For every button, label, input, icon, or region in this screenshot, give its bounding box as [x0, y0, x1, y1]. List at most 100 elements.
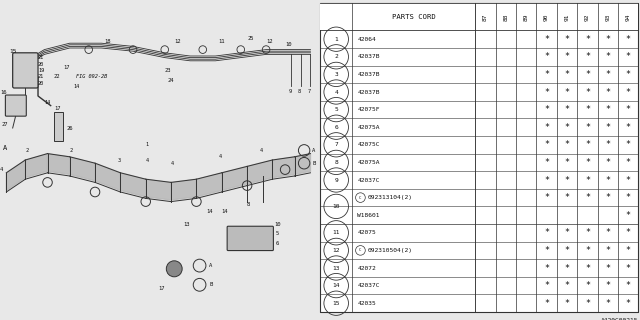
Text: 42075F: 42075F [357, 107, 380, 112]
Polygon shape [95, 163, 120, 190]
Text: 89: 89 [524, 13, 529, 20]
Text: A: A [312, 148, 316, 153]
Text: *: * [585, 105, 590, 114]
Text: *: * [626, 105, 630, 114]
Text: 42075A: 42075A [357, 160, 380, 165]
Text: 1: 1 [146, 141, 149, 147]
Text: *: * [544, 123, 549, 132]
Text: 3: 3 [117, 157, 120, 163]
Text: 2: 2 [26, 148, 28, 153]
Text: 5: 5 [334, 107, 338, 112]
Text: *: * [626, 211, 630, 220]
Text: 23: 23 [164, 68, 172, 73]
Text: 092310504(2): 092310504(2) [367, 248, 413, 253]
Text: W18601: W18601 [357, 213, 380, 218]
Text: *: * [544, 140, 549, 149]
Text: B: B [312, 161, 316, 166]
Text: 42037B: 42037B [357, 72, 380, 77]
Text: 5: 5 [276, 231, 279, 236]
Text: 19: 19 [38, 68, 44, 73]
Bar [320, 3, 638, 30]
Text: 20: 20 [38, 61, 44, 67]
Text: 22: 22 [54, 74, 60, 79]
Text: *: * [626, 52, 630, 61]
Text: *: * [605, 158, 611, 167]
Text: *: * [564, 140, 570, 149]
Text: 13: 13 [184, 221, 190, 227]
Text: 4: 4 [334, 90, 338, 94]
Polygon shape [26, 154, 47, 178]
Text: B: B [209, 282, 212, 287]
Text: 92: 92 [585, 13, 590, 20]
Text: *: * [585, 35, 590, 44]
Text: 6: 6 [334, 125, 338, 130]
Polygon shape [6, 160, 26, 190]
Text: 14: 14 [332, 283, 340, 288]
Text: *: * [626, 70, 630, 79]
Text: 4: 4 [219, 154, 221, 159]
Text: 91: 91 [564, 13, 570, 20]
Text: 42037C: 42037C [357, 283, 380, 288]
Text: *: * [605, 105, 611, 114]
Text: 20: 20 [38, 81, 44, 86]
Text: 93: 93 [605, 13, 611, 20]
Text: *: * [544, 35, 549, 44]
Text: 11: 11 [219, 39, 225, 44]
Text: 1: 1 [334, 37, 338, 42]
FancyBboxPatch shape [5, 95, 26, 116]
Text: *: * [564, 70, 570, 79]
Text: C: C [359, 196, 362, 200]
Text: A420C00215: A420C00215 [601, 318, 638, 320]
Text: 42064: 42064 [357, 37, 376, 42]
Bar [54, 112, 63, 141]
Polygon shape [196, 173, 222, 197]
Polygon shape [294, 154, 310, 174]
Text: 14: 14 [206, 209, 212, 214]
Text: *: * [544, 228, 549, 237]
Text: *: * [605, 35, 611, 44]
Text: 26: 26 [67, 125, 73, 131]
Text: *: * [585, 123, 590, 132]
Text: *: * [605, 263, 611, 273]
Text: *: * [626, 87, 630, 97]
Text: *: * [585, 140, 590, 149]
Text: 15: 15 [10, 49, 17, 54]
Text: *: * [605, 175, 611, 185]
Text: 11: 11 [332, 230, 340, 235]
Polygon shape [171, 179, 196, 200]
Text: *: * [585, 281, 590, 290]
Text: 90: 90 [544, 13, 549, 20]
Text: *: * [626, 123, 630, 132]
Text: *: * [564, 52, 570, 61]
Text: 21: 21 [38, 55, 44, 60]
Text: 42037C: 42037C [357, 178, 380, 182]
Text: A: A [3, 145, 8, 151]
Text: 8: 8 [298, 89, 301, 94]
Text: 16: 16 [0, 90, 6, 95]
Text: *: * [605, 299, 611, 308]
Text: 14: 14 [222, 209, 228, 214]
Text: *: * [626, 246, 630, 255]
Text: *: * [585, 52, 590, 61]
Text: *: * [564, 175, 570, 185]
Text: *: * [564, 263, 570, 273]
Text: *: * [564, 281, 570, 290]
Text: *: * [626, 193, 630, 202]
Text: 21: 21 [38, 74, 44, 79]
Text: *: * [544, 158, 549, 167]
Text: *: * [544, 299, 549, 308]
Text: 12: 12 [174, 39, 180, 44]
Polygon shape [273, 157, 294, 178]
Text: *: * [544, 263, 549, 273]
Polygon shape [70, 157, 95, 181]
Text: 88: 88 [503, 13, 508, 20]
Text: 87: 87 [483, 13, 488, 20]
Text: 8: 8 [334, 160, 338, 165]
FancyBboxPatch shape [13, 53, 38, 88]
Text: *: * [564, 87, 570, 97]
Text: *: * [585, 158, 590, 167]
Text: 17: 17 [63, 65, 70, 70]
Text: *: * [585, 228, 590, 237]
Text: *: * [564, 123, 570, 132]
Text: 94: 94 [626, 13, 630, 20]
